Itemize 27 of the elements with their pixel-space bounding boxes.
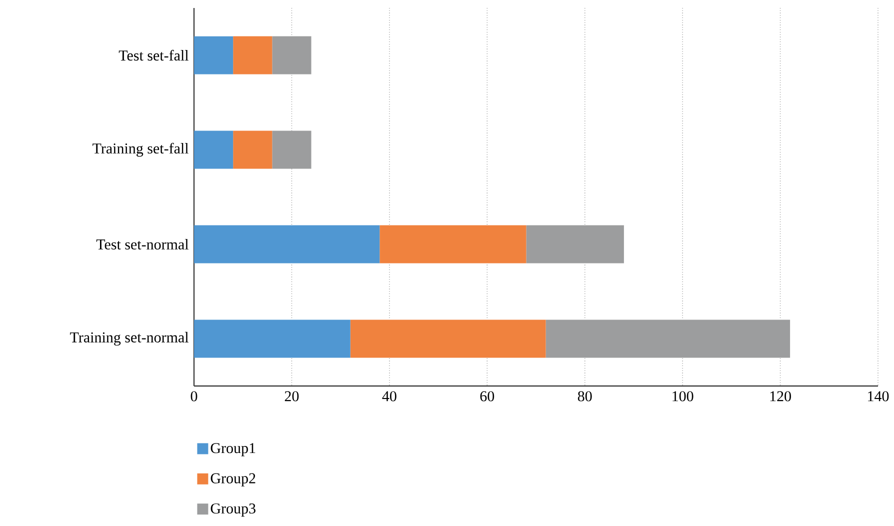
y-tick-label: Test set-fall bbox=[118, 50, 189, 61]
y-tick-label: Test set-normal bbox=[96, 238, 189, 250]
bar bbox=[194, 320, 350, 358]
bar bbox=[233, 36, 272, 74]
x-tick-label: 140 bbox=[868, 391, 889, 402]
x-tick-label: 120 bbox=[770, 391, 791, 402]
bar bbox=[350, 320, 546, 358]
bar bbox=[272, 36, 312, 74]
legend-label: Group3 bbox=[210, 503, 256, 517]
bar bbox=[194, 130, 234, 169]
x-tick-label: 80 bbox=[578, 391, 592, 402]
x-tick-label: 100 bbox=[672, 391, 694, 402]
bar bbox=[233, 130, 272, 169]
x-tick-label: 20 bbox=[284, 391, 299, 402]
bar bbox=[194, 225, 380, 264]
bar bbox=[380, 225, 526, 264]
x-tick-label: 60 bbox=[480, 391, 494, 402]
legend-label: Group2 bbox=[210, 473, 256, 486]
bar bbox=[526, 225, 624, 264]
y-tick-label: Training set-normal bbox=[70, 332, 188, 346]
y-tick-label: Training set-fall bbox=[92, 142, 188, 157]
x-tick-label: 0 bbox=[190, 391, 198, 402]
legend-label: Group1 bbox=[210, 443, 256, 456]
x-tick-label: 40 bbox=[382, 391, 396, 402]
bar bbox=[194, 36, 234, 74]
bar bbox=[546, 320, 790, 358]
bar bbox=[272, 130, 312, 169]
